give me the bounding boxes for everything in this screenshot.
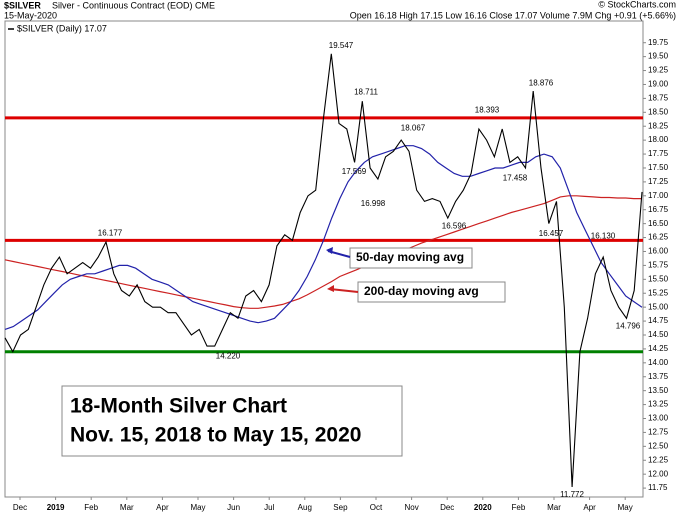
x-tick-label: Aug xyxy=(298,503,312,512)
date: 15-May-2020 xyxy=(4,10,57,20)
annotation: 200-day moving avg xyxy=(364,284,479,298)
arrow-head xyxy=(326,247,333,254)
annotation: 50-day moving avg xyxy=(356,250,464,264)
x-tick-label: Jul xyxy=(264,503,274,512)
y-tick-label: 14.75 xyxy=(648,316,669,325)
y-tick-label: 17.75 xyxy=(648,149,669,158)
x-tick-label: 2020 xyxy=(474,503,492,512)
y-tick-label: 15.75 xyxy=(648,261,669,270)
x-tick-label: May xyxy=(190,503,205,512)
title-box xyxy=(61,385,403,457)
description: Silver - Continuous Contract (EOD) CME xyxy=(52,0,215,10)
y-tick-label: 11.75 xyxy=(648,483,668,492)
x-tick-label: Apr xyxy=(156,503,169,512)
x-tick-label: Mar xyxy=(120,503,134,512)
x-tick-label: Jun xyxy=(227,503,240,512)
credit: © StockCharts.com xyxy=(598,0,676,9)
point-label: 16.130 xyxy=(591,231,616,240)
x-tick-label: 2019 xyxy=(47,503,65,512)
x-tick-label: Sep xyxy=(333,503,348,512)
y-tick-label: 19.75 xyxy=(648,38,669,47)
y-tick-label: 13.00 xyxy=(648,414,669,423)
y-tick-label: 17.25 xyxy=(648,177,669,186)
x-tick-label: Feb xyxy=(84,503,98,512)
point-label: 16.596 xyxy=(442,221,467,230)
point-label: 16.177 xyxy=(98,229,123,238)
y-tick-label: 12.00 xyxy=(648,469,669,478)
y-tick-label: 19.00 xyxy=(648,80,669,89)
point-label: 17.569 xyxy=(342,167,367,176)
y-tick-label: 18.50 xyxy=(648,107,669,116)
x-tick-label: Dec xyxy=(13,503,27,512)
plot-frame xyxy=(4,20,644,498)
y-tick-label: 17.00 xyxy=(648,191,669,200)
point-label: 17.458 xyxy=(503,173,528,182)
symbol: $SILVER xyxy=(4,0,41,10)
x-tick-label: Apr xyxy=(583,503,596,512)
point-label: 18.393 xyxy=(475,105,500,114)
y-tick-label: 15.50 xyxy=(648,274,669,283)
point-label: 14.220 xyxy=(216,352,241,361)
y-tick-label: 16.75 xyxy=(648,205,669,214)
legend-label: $SILVER (Daily) 17.07 xyxy=(17,23,107,33)
y-tick-label: 16.50 xyxy=(648,219,669,228)
quote: Open 16.18 High 17.15 Low 16.16 Close 17… xyxy=(350,10,676,20)
point-label: 18.711 xyxy=(354,88,378,97)
x-tick-label: Oct xyxy=(370,503,383,512)
y-tick-label: 13.25 xyxy=(648,400,669,409)
moving-average-line xyxy=(4,195,642,309)
y-tick-label: 18.75 xyxy=(648,93,669,102)
point-label: 14.796 xyxy=(616,322,641,331)
y-tick-label: 13.50 xyxy=(648,386,669,395)
x-tick-label: Nov xyxy=(404,503,418,512)
point-label: 11.772 xyxy=(560,490,584,499)
price-line xyxy=(4,53,643,488)
point-label: 18.067 xyxy=(401,124,426,133)
y-tick-label: 14.00 xyxy=(648,358,669,367)
y-tick-label: 19.50 xyxy=(648,52,669,61)
point-label: 16.998 xyxy=(361,199,386,208)
y-tick-label: 19.25 xyxy=(648,66,669,75)
y-tick-label: 16.00 xyxy=(648,247,669,256)
y-tick-label: 14.50 xyxy=(648,330,669,339)
chart-title: 18-Month Silver Chart xyxy=(70,395,287,418)
point-label: 16.457 xyxy=(539,229,564,238)
arrow xyxy=(329,288,359,293)
x-tick-label: Mar xyxy=(547,503,561,512)
y-tick-label: 13.75 xyxy=(648,372,669,381)
x-tick-label: Feb xyxy=(512,503,526,512)
y-tick-label: 12.75 xyxy=(648,428,669,437)
y-tick-label: 14.25 xyxy=(648,344,669,353)
y-tick-label: 18.25 xyxy=(648,121,669,130)
y-tick-label: 12.50 xyxy=(648,441,669,450)
arrow-head xyxy=(327,285,334,292)
y-tick-label: 12.25 xyxy=(648,455,669,464)
point-label: 19.547 xyxy=(329,41,354,50)
y-tick-label: 15.00 xyxy=(648,302,669,311)
point-label: 18.876 xyxy=(529,78,554,87)
moving-average-line xyxy=(4,145,643,330)
x-tick-label: Dec xyxy=(440,503,454,512)
x-tick-label: May xyxy=(618,503,633,512)
annotation-box xyxy=(349,247,473,269)
y-tick-label: 18.00 xyxy=(648,135,669,144)
y-tick-label: 15.25 xyxy=(648,288,669,297)
chart-subtitle: Nov. 15, 2018 to May 15, 2020 xyxy=(70,424,361,447)
y-tick-label: 17.50 xyxy=(648,163,669,172)
y-tick-label: 16.25 xyxy=(648,233,669,242)
